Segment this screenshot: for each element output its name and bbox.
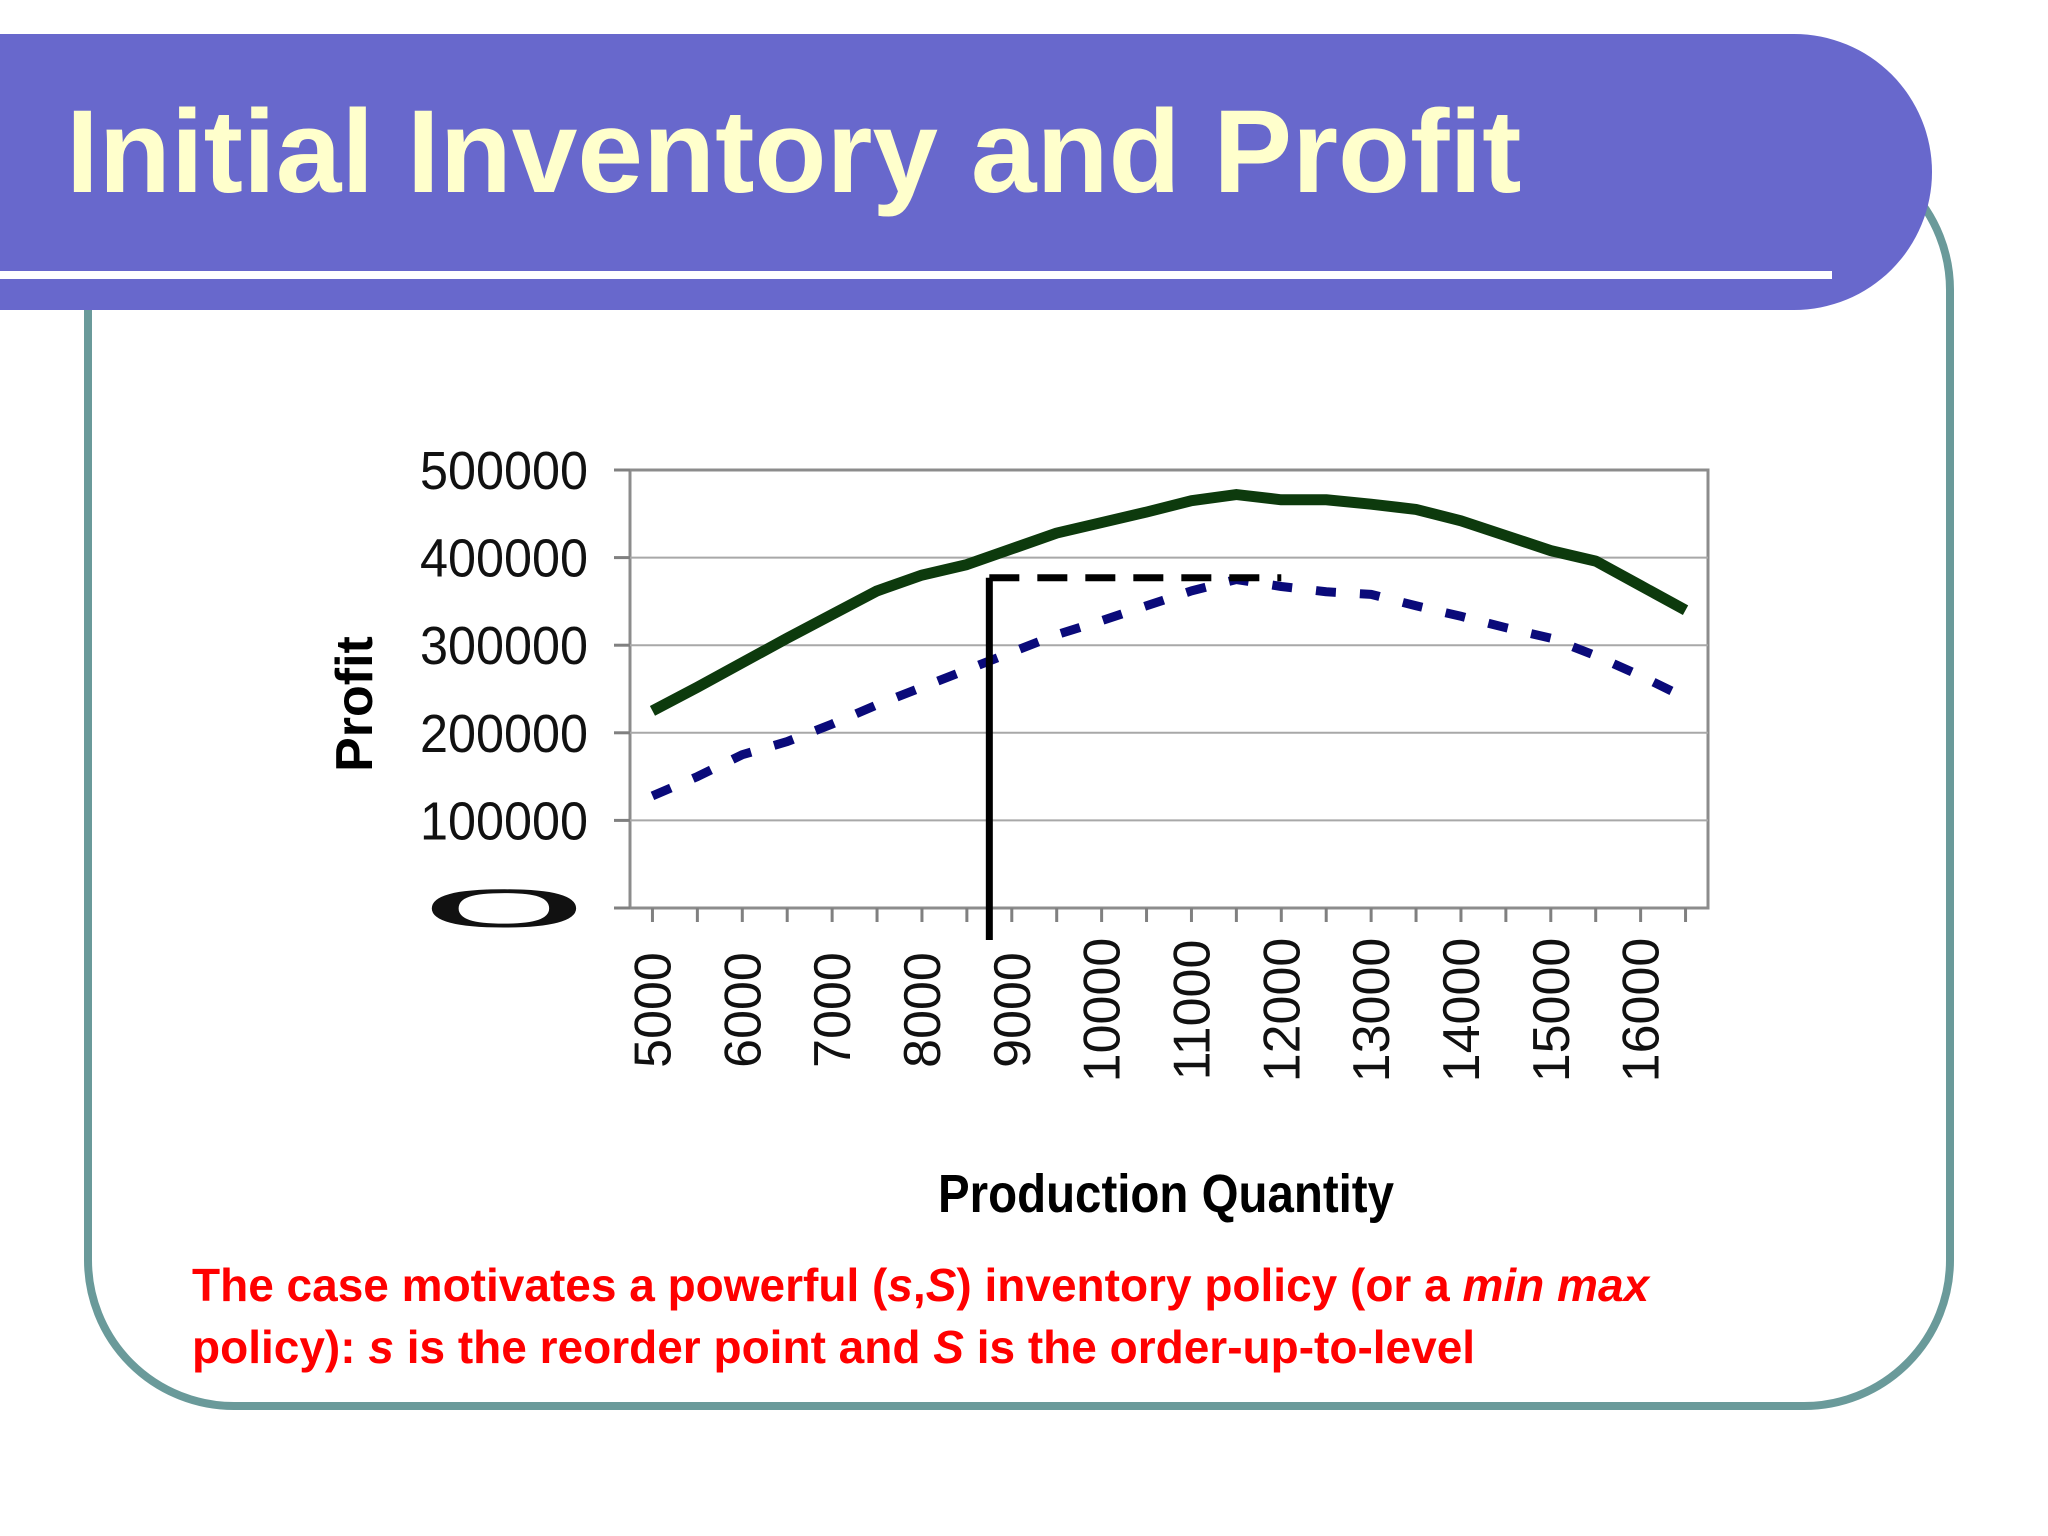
y-tick-label: 400000 xyxy=(420,529,588,589)
x-tick-label: 8000 xyxy=(894,952,952,1068)
x-tick-label: 10000 xyxy=(1074,938,1132,1083)
plot-area xyxy=(628,468,1710,910)
y-tick-label: 500000 xyxy=(420,441,588,501)
y-tick-label: 100000 xyxy=(420,791,588,851)
slide-title: Initial Inventory and Profit xyxy=(66,86,1522,218)
x-axis-title: Production Quantity xyxy=(938,1164,1394,1224)
title-band xyxy=(0,34,1932,310)
y-tick-label: 0 xyxy=(420,879,588,939)
y-tick-label: 200000 xyxy=(420,704,588,764)
caption-line-2: policy): s is the reorder point and S is… xyxy=(192,1321,1476,1373)
title-rule xyxy=(0,271,1832,279)
x-tick-label: 9000 xyxy=(984,952,1042,1068)
slide-caption: The case motivates a powerful (s,S) inve… xyxy=(192,1254,1892,1378)
x-tick-label: 7000 xyxy=(804,952,862,1068)
x-tick-label: 13000 xyxy=(1343,938,1401,1083)
x-tick-label: 5000 xyxy=(624,952,682,1068)
caption-line-1: The case motivates a powerful (s,S) inve… xyxy=(192,1259,1650,1311)
y-tick-label: 300000 xyxy=(420,616,588,676)
x-tick-label: 15000 xyxy=(1523,938,1581,1083)
series-line-solid xyxy=(649,489,1689,716)
series-line-dashed xyxy=(650,575,1688,801)
x-tick-label: 11000 xyxy=(1163,940,1221,1081)
x-tick-label: 12000 xyxy=(1253,938,1311,1083)
x-tick-label: 6000 xyxy=(714,952,772,1068)
x-tick-label: 14000 xyxy=(1433,938,1491,1083)
x-tick-label: 16000 xyxy=(1613,938,1671,1083)
y-axis-title: Profit xyxy=(326,636,384,772)
